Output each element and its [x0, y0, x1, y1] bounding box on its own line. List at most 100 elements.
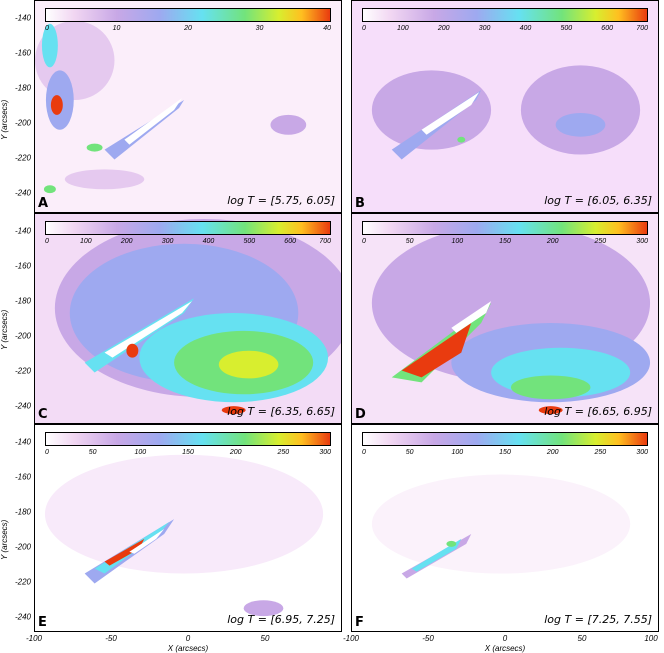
- emission-map: [352, 425, 658, 631]
- colorbar-tick-label: 30: [255, 25, 264, 32]
- x-tick-label: -50: [422, 634, 434, 643]
- colorbar-tick-label: 0: [45, 25, 49, 32]
- y-axis-label: Y (arcsecs): [0, 519, 9, 560]
- y-tick-label: -180: [14, 507, 31, 517]
- y-tick-label: -220: [14, 577, 31, 587]
- x-axis-label: X (arcsecs): [484, 644, 526, 653]
- panel-letter: E: [38, 615, 47, 630]
- panel-a: 0 10 20 30 40 log T = [5.75, 6.05] A: [34, 0, 342, 213]
- colorbar-tick-label: 50: [405, 238, 414, 245]
- colorbar: 0 50 100 150 200 250 300: [362, 432, 648, 462]
- colorbar-tick-label: 300: [478, 25, 491, 32]
- y-tick-label: -160: [14, 472, 31, 482]
- colorbar-tick-label: 500: [560, 25, 573, 32]
- x-tick-label: 0: [502, 634, 508, 643]
- emission-map: [352, 214, 658, 423]
- colorbar-tick-label: 700: [319, 238, 331, 245]
- colorbar-tick-label: 200: [546, 238, 559, 245]
- colorbar-tick-label: 0: [362, 238, 366, 245]
- colorbar-tick-label: 300: [319, 449, 331, 456]
- y-axis-label: Y (arcsecs): [0, 99, 9, 140]
- colorbar-tick-label: 250: [594, 238, 607, 245]
- y-tick-label: -180: [14, 83, 31, 93]
- emission-map: [35, 214, 341, 423]
- colorbar: 0 50 100 150 200 250 300: [45, 432, 331, 462]
- colorbar-tick-label: 100: [80, 238, 92, 245]
- colorbar-tick-label: 0: [362, 25, 366, 32]
- colorbar-tick-label: 200: [546, 449, 559, 456]
- y-tick-label: -160: [14, 48, 31, 58]
- x-tick-label: -100: [342, 634, 360, 643]
- colorbar-tick-label: 200: [437, 25, 450, 32]
- panel-b: 0 100 200 300 400 500 600 700 log T = [6.05, 6.…: [351, 0, 659, 213]
- colorbar-tick-label: 300: [161, 238, 174, 245]
- colorbar-tick-label: 100: [134, 449, 147, 456]
- colorbar: 0 10 20 30 40: [45, 8, 331, 38]
- colorbar: 0 50 100 150 200 250 300: [362, 221, 648, 251]
- colorbar-gradient: [45, 221, 331, 235]
- y-tick-label: -200: [14, 542, 31, 552]
- panel-e: 0 50 100 150 200 250 300 log T = [6.95, 7.25] …: [34, 424, 342, 632]
- panel-letter: F: [355, 615, 364, 630]
- panel-letter: A: [38, 196, 49, 211]
- colorbar-tick-label: 150: [182, 449, 194, 456]
- panel-d: 0 50 100 150 200 250 300 log T = [6.65, 6.95] …: [351, 213, 659, 424]
- colorbar-tick-label: 300: [636, 449, 648, 456]
- colorbar-gradient: [45, 8, 331, 22]
- colorbar-tick-label: 150: [499, 449, 511, 456]
- colorbar-gradient: [362, 221, 648, 235]
- y-tick-label: -140: [14, 226, 31, 236]
- colorbar-gradient: [45, 432, 331, 446]
- temperature-label: log T = [6.95, 7.25]: [227, 613, 335, 626]
- colorbar-tick-label: 50: [405, 449, 414, 456]
- y-tick-label: -240: [14, 188, 31, 198]
- y-axis-label: Y (arcsecs): [0, 309, 9, 350]
- colorbar-tick-label: 300: [636, 238, 648, 245]
- temperature-label: log T = [6.35, 6.65]: [227, 405, 335, 418]
- temperature-label: log T = [6.05, 6.35]: [544, 194, 652, 207]
- colorbar-tick-label: 200: [120, 238, 133, 245]
- x-tick-label: -50: [105, 634, 117, 643]
- x-tick-label: 50: [577, 634, 587, 643]
- y-tick-label: -200: [14, 331, 31, 341]
- emission-map: [35, 425, 341, 631]
- colorbar-tick-label: 200: [229, 449, 242, 456]
- panel-f: 0 50 100 150 200 250 300 log T = [7.25, 7.55] …: [351, 424, 659, 632]
- colorbar-tick-label: 600: [284, 238, 296, 245]
- colorbar-tick-label: 250: [277, 449, 290, 456]
- emission-map: [352, 1, 658, 212]
- panel-letter: B: [355, 196, 365, 211]
- y-tick-label: -180: [14, 296, 31, 306]
- x-tick-label: -100: [25, 634, 43, 643]
- colorbar-gradient: [362, 432, 648, 446]
- x-tick-label: 0: [185, 634, 191, 643]
- x-axis-label: X (arcsecs): [167, 644, 209, 653]
- y-tick-label: -240: [14, 612, 31, 622]
- colorbar-tick-label: 20: [184, 25, 192, 32]
- colorbar-tick-label: 600: [601, 25, 613, 32]
- y-tick-label: -140: [14, 437, 31, 447]
- colorbar-tick-label: 250: [594, 449, 607, 456]
- y-tick-label: -160: [14, 261, 31, 271]
- colorbar-tick-label: 0: [45, 449, 49, 456]
- colorbar-tick-label: 400: [519, 25, 532, 32]
- colorbar-tick-label: 100: [397, 25, 409, 32]
- panel-letter: D: [355, 407, 366, 422]
- colorbar-tick-label: 100: [451, 449, 464, 456]
- x-tick-label: 100: [644, 634, 658, 643]
- y-tick-label: -140: [14, 13, 31, 23]
- colorbar-tick-label: 0: [45, 238, 49, 245]
- temperature-label: log T = [6.65, 6.95]: [544, 405, 652, 418]
- y-tick-label: -220: [14, 366, 31, 376]
- colorbar-tick-label: 150: [499, 238, 511, 245]
- temperature-label: log T = [7.25, 7.55]: [544, 613, 652, 626]
- emission-map: [35, 1, 341, 212]
- x-tick-label: 50: [260, 634, 270, 643]
- panel-c: 0 100 200 300 400 500 600 700 log T = [6.35, 6.…: [34, 213, 342, 424]
- y-tick-label: -240: [14, 401, 31, 411]
- colorbar-tick-label: 10: [112, 25, 121, 32]
- colorbar-tick-label: 100: [451, 238, 464, 245]
- colorbar-tick-label: 0: [362, 449, 366, 456]
- colorbar: 0 100 200 300 400 500 600 700: [45, 221, 331, 251]
- colorbar-tick-label: 50: [88, 449, 97, 456]
